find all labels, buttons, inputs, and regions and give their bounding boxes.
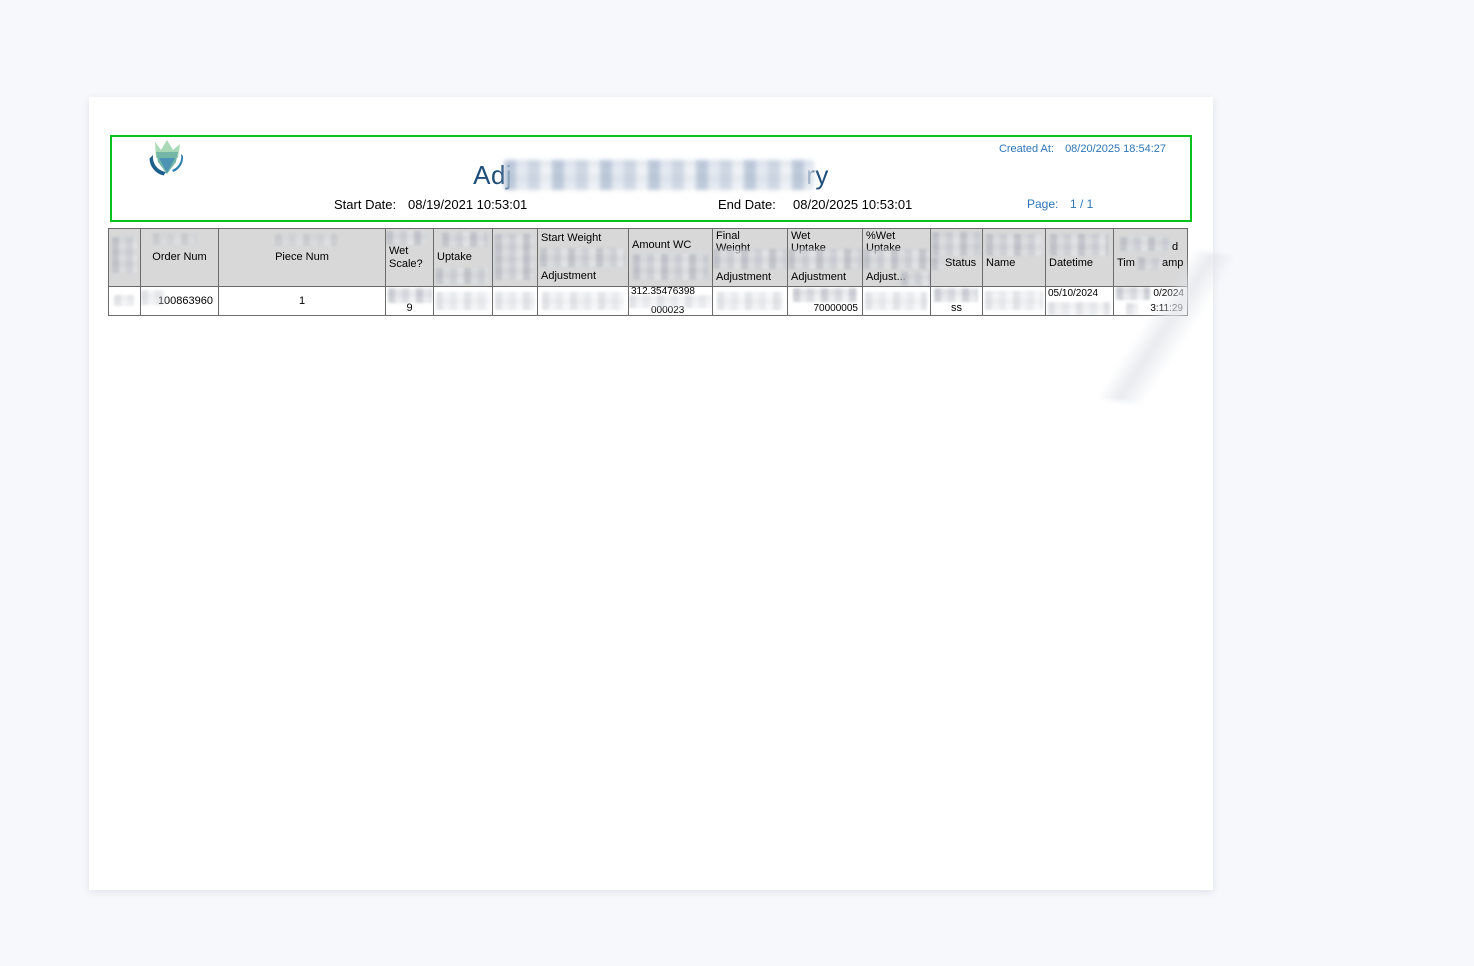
col-header-datetime: Datetime bbox=[1045, 228, 1114, 287]
cell-redacted bbox=[982, 286, 1046, 316]
cell-piece-num: 1 bbox=[218, 286, 386, 316]
page-label: Page: bbox=[1027, 197, 1059, 211]
cell-order-num: 100863960 bbox=[140, 286, 219, 316]
redaction-blur bbox=[388, 288, 432, 303]
company-logo-icon bbox=[149, 140, 184, 176]
cell-amount-wc: 312.35476398 000023 bbox=[628, 286, 713, 316]
col-header-redacted bbox=[108, 228, 141, 287]
redaction-blur bbox=[793, 288, 857, 302]
redaction-blur bbox=[1050, 234, 1108, 256]
start-date-value: 08/19/2021 10:53:01 bbox=[408, 197, 528, 212]
redaction-blur bbox=[542, 292, 624, 310]
start-date-label: Start Date: bbox=[334, 197, 397, 212]
cell-timestamp: 0/2024 3:11:29 bbox=[1113, 286, 1188, 316]
created-at-label: Created At: bbox=[998, 143, 1054, 155]
redaction-blur bbox=[504, 160, 815, 190]
report-header: Created At: 08/20/2025 18:54:27 Adj ry S… bbox=[110, 135, 1192, 222]
redaction-blur bbox=[1126, 303, 1138, 315]
col-header-timestamp: d Tim amp bbox=[1113, 228, 1188, 287]
cell-wet-scale: 9 bbox=[385, 286, 434, 316]
redaction-blur bbox=[436, 292, 490, 310]
end-date-label: End Date: bbox=[718, 197, 776, 212]
redaction-blur bbox=[495, 234, 535, 280]
end-date-value: 08/20/2025 10:53:01 bbox=[793, 197, 913, 212]
cell-status: ss bbox=[930, 286, 983, 316]
col-header-wet-scale: Wet Scale? bbox=[385, 228, 434, 287]
report-date-range: Start Date: 08/19/2021 10:53:01 End Date… bbox=[112, 197, 1190, 219]
cell-redacted bbox=[433, 286, 493, 316]
redaction-blur bbox=[986, 234, 1042, 256]
col-header-amount-wc: Amount WC bbox=[628, 228, 713, 287]
col-header-final-weight-adjustment: Final Weight Adjustment bbox=[712, 228, 788, 287]
col-header-uptake: Uptake bbox=[433, 228, 493, 287]
col-header-order-num: Order Num bbox=[140, 228, 219, 287]
created-at: Created At: 08/20/2025 18:54:27 bbox=[999, 143, 1166, 155]
cell-wet-uptake-adjustment: 70000005 bbox=[787, 286, 863, 316]
redaction-blur bbox=[1048, 302, 1110, 315]
redaction-blur bbox=[633, 254, 709, 280]
redaction-blur bbox=[114, 295, 134, 306]
cell-redacted bbox=[108, 286, 141, 316]
col-header-start-weight-adjustment: Start Weight Adjustment bbox=[537, 228, 629, 287]
redaction-blur bbox=[386, 231, 426, 245]
report-page: Created At: 08/20/2025 18:54:27 Adj ry S… bbox=[89, 97, 1232, 890]
redaction-blur bbox=[1138, 257, 1162, 270]
redaction-blur bbox=[275, 234, 337, 246]
redaction-blur bbox=[540, 248, 625, 267]
adjustment-summary-table: Order Num Piece Num Wet Scale? Uptake St… bbox=[108, 228, 1188, 316]
redaction-blur bbox=[442, 232, 488, 247]
redaction-blur bbox=[112, 237, 137, 273]
col-header-name: Name bbox=[982, 228, 1046, 287]
redaction-blur bbox=[865, 292, 927, 310]
redaction-blur bbox=[931, 257, 945, 270]
cell-datetime: 05/10/2024 bbox=[1045, 286, 1114, 316]
table-header-row: Order Num Piece Num Wet Scale? Uptake St… bbox=[108, 228, 1188, 287]
cell-redacted bbox=[862, 286, 931, 316]
redaction-blur bbox=[717, 292, 783, 310]
col-header-piece-num: Piece Num bbox=[218, 228, 386, 287]
redaction-blur bbox=[1116, 287, 1150, 300]
redaction-blur bbox=[1120, 237, 1170, 251]
cell-redacted bbox=[537, 286, 629, 316]
redaction-blur bbox=[495, 292, 535, 310]
redaction-blur bbox=[436, 268, 488, 284]
col-header-redacted bbox=[492, 228, 538, 287]
page-number-value: 1 / 1 bbox=[1070, 197, 1094, 211]
redaction-blur bbox=[932, 232, 981, 256]
redaction-blur bbox=[985, 291, 1043, 310]
cell-redacted bbox=[492, 286, 538, 316]
cell-redacted bbox=[712, 286, 788, 316]
created-at-value: 08/20/2025 18:54:27 bbox=[1065, 143, 1166, 155]
redaction-blur bbox=[934, 288, 978, 302]
col-header-status: Status bbox=[930, 228, 983, 287]
report-title: Adj ry bbox=[112, 159, 1190, 191]
table-row: 100863960 1 9 312.35476398 000023 bbox=[108, 286, 1188, 316]
redaction-blur bbox=[153, 233, 197, 245]
col-header-wet-uptake-adjustment: Wet Uptake Adjustment bbox=[787, 228, 863, 287]
col-header-pct-wet-uptake-adjustment: %Wet Uptake Adjust... bbox=[862, 228, 931, 287]
